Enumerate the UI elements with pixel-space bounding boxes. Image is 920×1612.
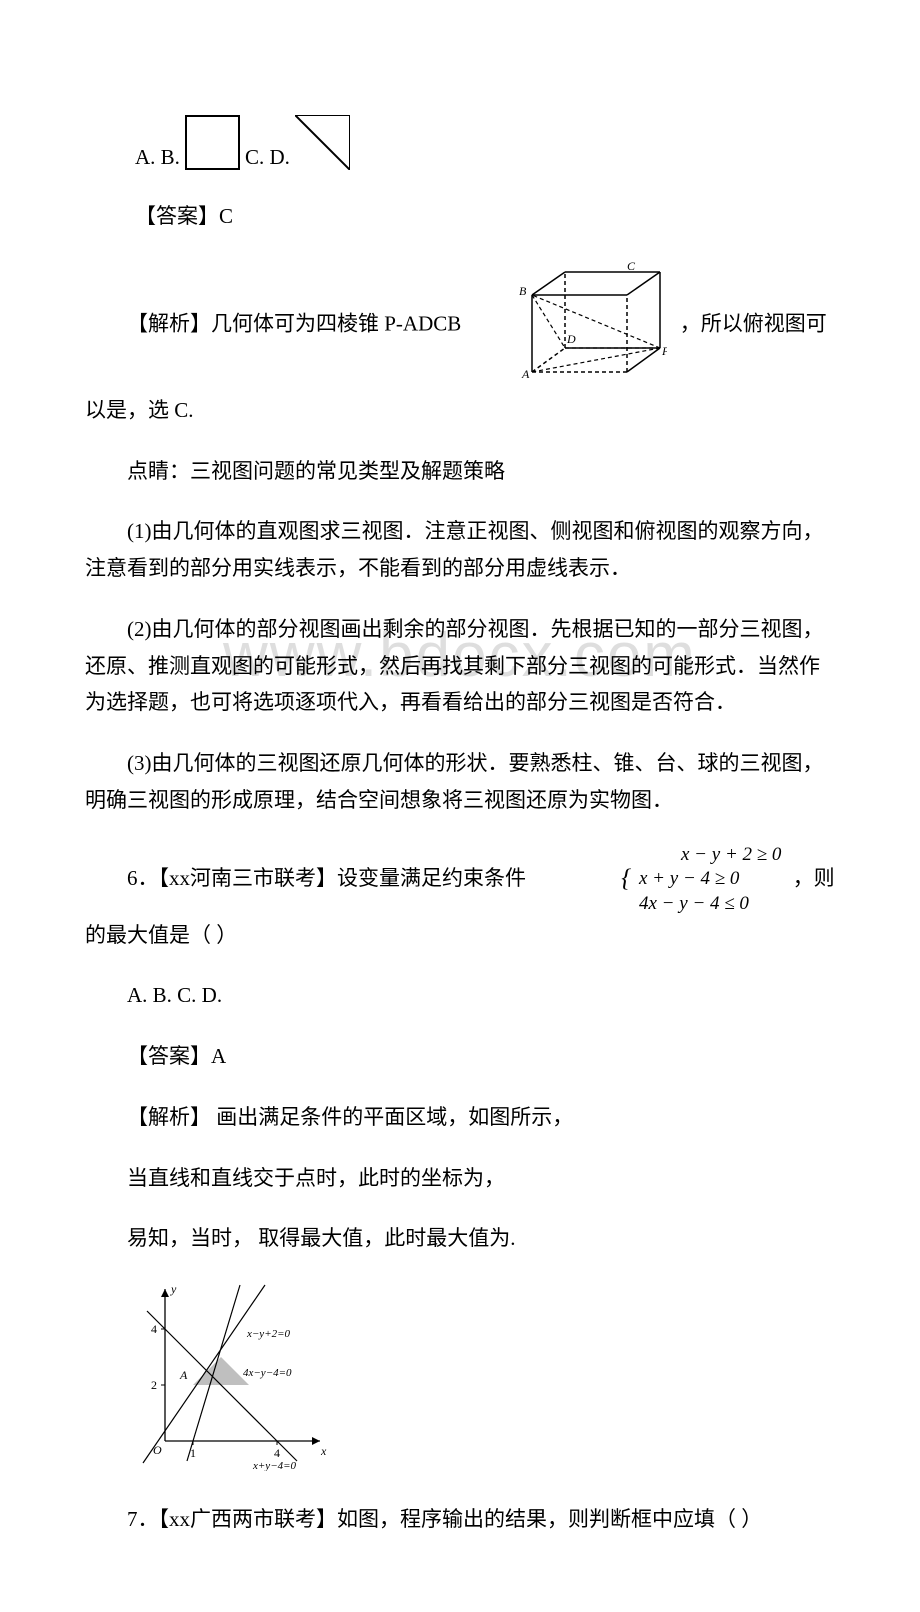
q6-stem: 6．【xx河南三市联考】设变量满足约束条件 { x − y + 2 ≥ 0 x … <box>85 843 835 954</box>
q6-analysis2: 当直线和直线交于点时，此时的坐标为， <box>85 1160 835 1197</box>
cube-figure: A B C D P <box>475 260 667 392</box>
tip-para2: (2)由几何体的部分视图画出剩余的部分视图．先根据已知的一部分三视图，还原、推测… <box>85 611 835 721</box>
constraint-1: x − y + 2 ≥ 0 <box>681 844 781 865</box>
tip-para3: (3)由几何体的三视图还原几何体的形状．要熟悉柱、锥、台、球的三视图，明确三视图… <box>85 745 835 819</box>
q6-options: A. B. C. D. <box>85 977 835 1014</box>
svg-text:2: 2 <box>151 1378 157 1392</box>
svg-text:4: 4 <box>151 1322 157 1336</box>
cube-label-P: P <box>661 344 667 358</box>
svg-text:O: O <box>153 1443 162 1457</box>
square-option-shape <box>185 115 240 170</box>
svg-text:y: y <box>170 1282 177 1296</box>
q7-stem: 7．【xx广西两市联考】如图，程序输出的结果，则判断框中应填（ ） <box>85 1501 835 1538</box>
q6-analysis3: 易知，当时， 取得最大值，此时最大值为. <box>85 1220 835 1257</box>
q5-analysis: 【解析】几何体可为四棱锥 P-ADCB A B <box>85 260 835 429</box>
q6-answer: 【答案】A <box>85 1038 835 1075</box>
q5-answer: 【答案】C <box>135 200 835 230</box>
constraint-system: { x − y + 2 ≥ 0 x + y − 4 ≥ 0 4x − y − 4… <box>537 843 781 917</box>
cube-label-A: A <box>521 367 530 380</box>
q5-options: A. B. C. D. <box>135 115 835 170</box>
svg-text:4: 4 <box>274 1446 280 1460</box>
q6-prefix: 6．【xx河南三市联考】设变量满足约束条件 <box>127 865 531 889</box>
tip-para1: (1)由几何体的直观图求三视图．注意正视图、侧视图和俯视图的观察方向，注意看到的… <box>85 513 835 587</box>
q6-analysis1: 【解析】 画出满足条件的平面区域，如图所示， <box>85 1099 835 1136</box>
svg-text:4x−y−4=0: 4x−y−4=0 <box>243 1367 292 1379</box>
cube-label-D: D <box>566 332 576 346</box>
constraint-2: x + y − 4 ≥ 0 <box>639 868 739 889</box>
cube-label-C: C <box>627 260 636 273</box>
option-ab-label: A. B. <box>135 145 180 170</box>
svg-text:x+y−4=0: x+y−4=0 <box>252 1460 297 1471</box>
tip-heading: 点睛：三视图问题的常见类型及解题策略 <box>85 453 835 490</box>
svg-text:x−y+2=0: x−y+2=0 <box>246 1328 291 1340</box>
analysis-prefix: 【解析】几何体可为四棱锥 P-ADCB <box>127 312 467 336</box>
cube-label-B: B <box>519 284 527 298</box>
svg-text:x: x <box>320 1444 327 1458</box>
triangle-option-shape <box>295 115 350 170</box>
svg-text:A: A <box>179 1368 188 1382</box>
option-cd-label: C. D. <box>245 145 290 170</box>
lp-region-figure: 1 4 2 4 O x y A x−y+2=0 4x−y−4=0 x+y−4=0 <box>135 1281 835 1476</box>
constraint-3: 4x − y − 4 ≤ 0 <box>639 893 749 914</box>
